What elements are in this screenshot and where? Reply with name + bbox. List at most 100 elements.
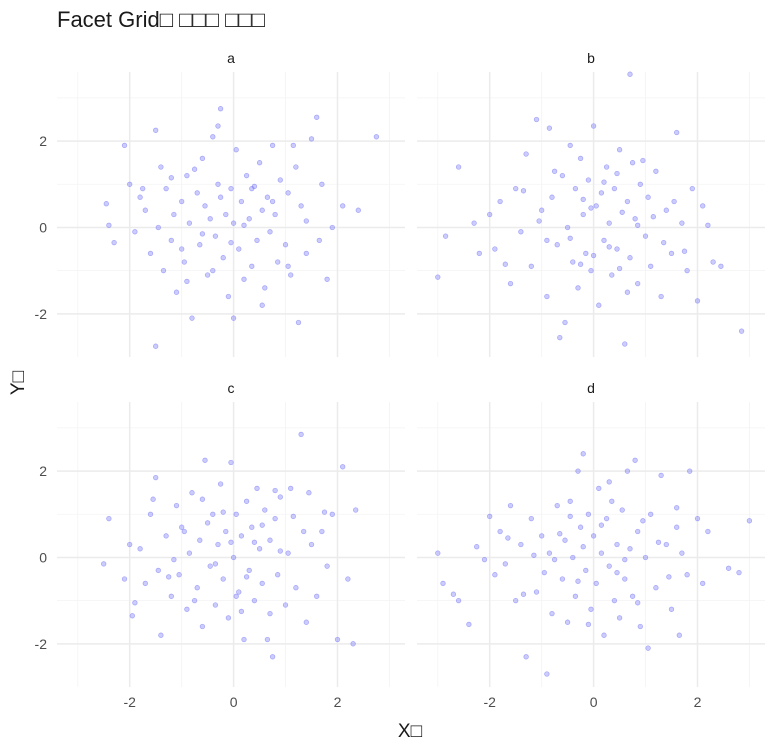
- data-point: [590, 252, 597, 259]
- data-point: [598, 550, 605, 556]
- data-point: [624, 289, 631, 295]
- data-point: [202, 457, 208, 463]
- y-tick-label: 2: [39, 463, 47, 479]
- data-point: [598, 190, 605, 196]
- data-point: [249, 524, 255, 530]
- data-point: [285, 263, 291, 269]
- data-point: [163, 185, 169, 192]
- data-point: [269, 142, 276, 149]
- data-point: [585, 511, 592, 517]
- data-point: [256, 160, 263, 166]
- data-point: [614, 170, 620, 177]
- data-point: [505, 535, 511, 541]
- data-point: [546, 550, 553, 556]
- data-point: [580, 211, 586, 218]
- data-point: [262, 507, 268, 513]
- data-point: [518, 229, 524, 235]
- data-point: [290, 142, 296, 149]
- data-point: [583, 250, 589, 257]
- data-point: [593, 580, 599, 587]
- data-point: [570, 259, 576, 265]
- data-point: [179, 198, 185, 205]
- data-point: [173, 502, 180, 509]
- panel-background: [417, 72, 765, 357]
- data-point: [694, 298, 701, 304]
- data-point: [455, 597, 462, 604]
- data-point: [373, 134, 380, 140]
- data-point: [186, 550, 193, 556]
- data-point: [147, 250, 154, 257]
- data-point: [559, 172, 566, 179]
- data-point: [601, 179, 607, 185]
- data-point: [593, 203, 599, 209]
- data-point: [225, 293, 232, 300]
- data-point: [132, 229, 138, 235]
- data-point: [298, 203, 304, 209]
- data-point: [487, 513, 493, 520]
- data-point: [609, 272, 615, 278]
- data-point: [551, 168, 558, 174]
- data-point: [546, 125, 553, 131]
- data-point: [262, 285, 268, 291]
- data-point: [204, 520, 211, 526]
- data-point: [684, 267, 690, 274]
- data-point: [629, 593, 636, 599]
- data-point: [153, 474, 159, 481]
- data-point: [603, 164, 610, 170]
- data-point: [637, 623, 643, 630]
- data-point: [642, 233, 649, 239]
- data-point: [132, 600, 138, 606]
- data-point: [264, 194, 271, 200]
- data-point: [264, 636, 271, 643]
- data-point: [637, 181, 643, 187]
- data-point: [230, 315, 237, 321]
- data-point: [700, 580, 706, 587]
- data-point: [694, 515, 701, 522]
- data-point: [624, 198, 631, 205]
- data-point: [184, 278, 190, 285]
- data-point: [627, 71, 633, 77]
- data-point: [246, 216, 252, 222]
- data-point: [207, 216, 213, 222]
- data-point: [616, 615, 623, 621]
- data-point: [137, 194, 143, 200]
- data-point: [249, 185, 255, 192]
- data-point: [554, 242, 560, 248]
- data-point: [179, 524, 185, 530]
- data-point: [150, 496, 156, 502]
- data-point: [308, 541, 315, 548]
- data-point: [577, 155, 584, 162]
- y-tick-label: -2: [35, 306, 48, 322]
- data-point: [557, 334, 563, 341]
- data-point: [106, 515, 112, 522]
- data-point: [275, 572, 281, 578]
- data-point: [233, 147, 239, 153]
- data-point: [171, 211, 177, 218]
- data-point: [106, 222, 112, 228]
- data-point: [497, 528, 503, 535]
- data-point: [267, 537, 273, 543]
- data-point: [191, 597, 198, 604]
- data-point: [246, 567, 252, 574]
- data-point: [705, 222, 711, 228]
- data-point: [588, 267, 594, 274]
- data-point: [241, 636, 247, 643]
- data-point: [580, 544, 586, 550]
- data-point: [725, 565, 732, 571]
- data-point: [551, 556, 558, 563]
- data-point: [303, 619, 309, 625]
- data-point: [251, 597, 258, 604]
- data-point: [674, 524, 680, 530]
- data-point: [689, 185, 695, 192]
- data-point: [140, 185, 146, 192]
- data-point: [210, 267, 216, 274]
- data-point: [528, 263, 534, 269]
- data-point: [523, 654, 529, 660]
- data-point: [562, 537, 568, 543]
- data-point: [614, 246, 620, 252]
- data-point: [179, 246, 185, 252]
- data-point: [251, 539, 258, 545]
- data-point: [466, 621, 472, 628]
- data-point: [710, 259, 716, 265]
- data-point: [269, 198, 276, 205]
